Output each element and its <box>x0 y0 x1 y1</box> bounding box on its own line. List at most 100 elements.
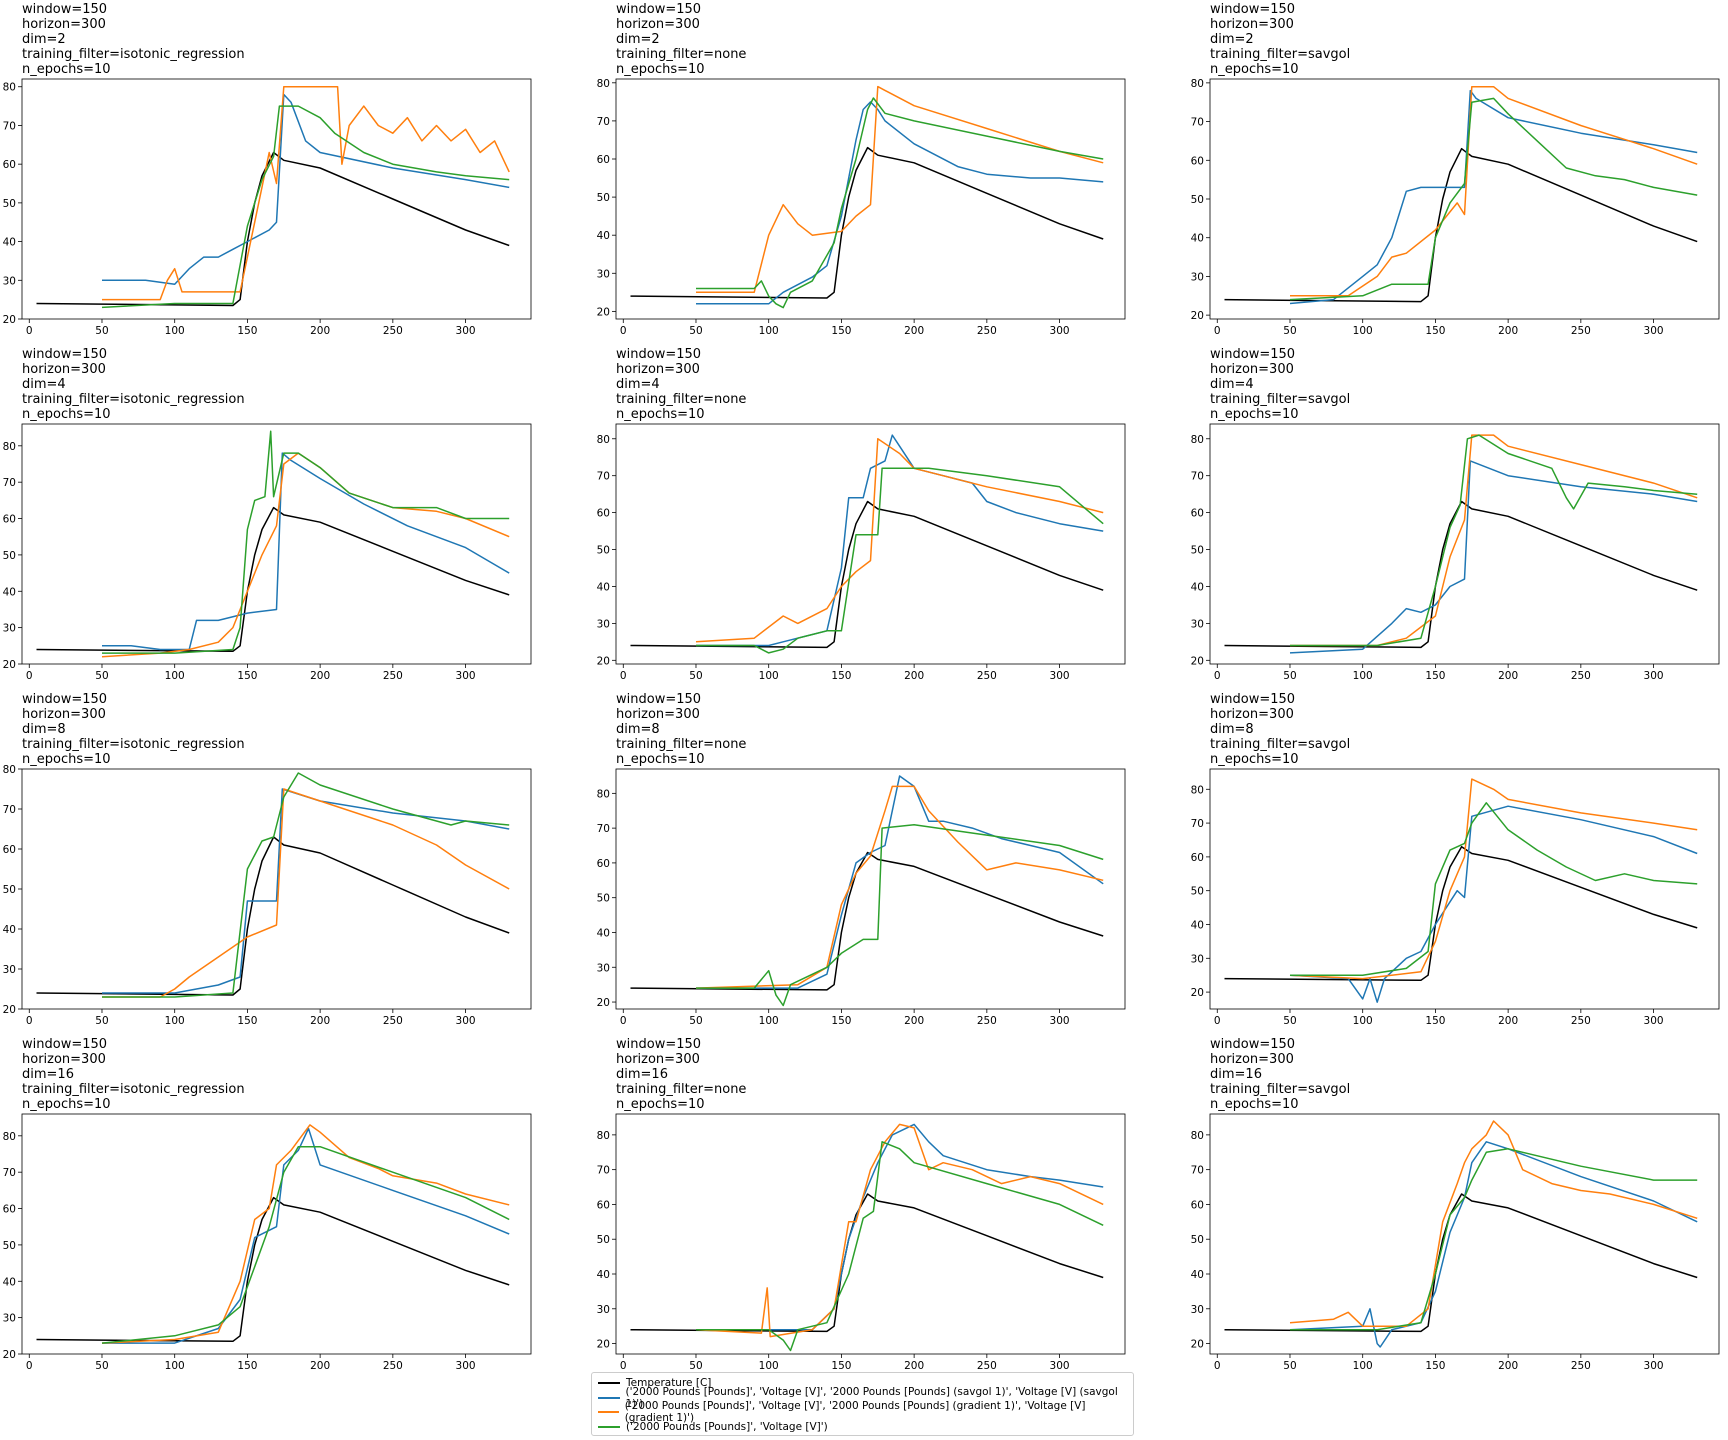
axes-frame <box>615 1113 1126 1355</box>
x-tick-label: 150 <box>831 1360 851 1372</box>
panel-title-line: n_epochs=10 <box>22 1097 111 1112</box>
series-line <box>1289 1120 1698 1327</box>
y-tick-label: 40 <box>597 230 610 242</box>
axes-frame <box>615 768 1126 1010</box>
panel-title-line: horizon=300 <box>22 362 106 377</box>
y-tick-label: 30 <box>597 1304 610 1316</box>
y-tick-label: 80 <box>1191 1130 1204 1142</box>
y-tick-label: 50 <box>597 1234 610 1246</box>
x-tick-label: 50 <box>689 1015 702 1027</box>
panel-title-line: window=150 <box>616 347 702 362</box>
axes-frame <box>1209 78 1720 320</box>
y-tick-label: 40 <box>3 237 16 249</box>
subplot: 0 50 100 150 200 250 300 20 30 40 50 60 70 80 <box>3 1113 532 1372</box>
legend-entry: ('2000 Pounds [Pounds]', 'Voltage [V]', … <box>598 1386 1127 1410</box>
x-tick-label: 150 <box>1425 670 1445 682</box>
y-tick-label: 50 <box>3 550 16 562</box>
panel-title-line: n_epochs=10 <box>1210 752 1299 767</box>
series-line <box>101 105 510 309</box>
panel-title-line: window=150 <box>1210 692 1296 707</box>
axes-frame <box>21 78 532 320</box>
x-tick-label: 50 <box>95 325 108 337</box>
panel-title-line: horizon=300 <box>616 17 700 32</box>
x-tick-label: 200 <box>1498 1360 1518 1372</box>
x-tick-label: 200 <box>904 1360 924 1372</box>
x-tick-label: 150 <box>237 1360 257 1372</box>
subplot: 0 50 100 150 200 250 300 20 30 40 50 60 70 80 <box>1191 1113 1720 1372</box>
y-tick-label: 70 <box>1191 818 1204 830</box>
y-tick-label: 40 <box>1191 581 1204 593</box>
panel-title-line: n_epochs=10 <box>1210 62 1299 77</box>
y-tick-label: 30 <box>1191 618 1204 630</box>
x-tick-label: 100 <box>165 325 185 337</box>
x-tick-label: 50 <box>95 670 108 682</box>
y-tick-label: 20 <box>3 659 16 671</box>
y-tick-label: 60 <box>597 858 610 870</box>
x-tick-label: 200 <box>1498 325 1518 337</box>
panel-title-line: dim=2 <box>22 32 66 47</box>
x-tick-label: 200 <box>310 1015 330 1027</box>
series-line <box>1290 802 1698 976</box>
x-tick-label: 50 <box>1283 325 1296 337</box>
panel-title-line: window=150 <box>616 1037 702 1052</box>
x-tick-label: 250 <box>1571 325 1591 337</box>
subplot: 0 50 100 150 200 250 300 20 30 40 50 60 70 80 <box>597 423 1126 682</box>
axes-frame <box>615 423 1126 665</box>
subplot: 0 50 100 150 200 250 300 20 30 40 50 60 70 80 <box>3 764 532 1027</box>
y-tick-label: 80 <box>597 78 610 90</box>
x-tick-label: 250 <box>383 1360 403 1372</box>
y-tick-label: 30 <box>3 623 16 635</box>
series-line <box>1224 147 1698 303</box>
x-tick-label: 0 <box>26 670 33 682</box>
x-tick-label: 250 <box>1571 1360 1591 1372</box>
series-line <box>696 85 1104 294</box>
y-tick-label: 70 <box>597 116 610 128</box>
series-line <box>1290 85 1698 297</box>
y-tick-label: 50 <box>597 192 610 204</box>
y-tick-label: 60 <box>3 844 16 856</box>
x-tick-label: 300 <box>1050 1360 1070 1372</box>
legend-swatch-temperature <box>598 1382 620 1385</box>
y-tick-label: 50 <box>597 545 610 557</box>
x-tick-label: 0 <box>26 325 33 337</box>
x-tick-label: 0 <box>620 1360 627 1372</box>
series-line <box>695 438 1104 643</box>
y-tick-label: 50 <box>1191 886 1204 898</box>
panel-title-line: window=150 <box>1210 2 1296 17</box>
y-tick-label: 60 <box>1191 508 1204 520</box>
panel-title: window=150 horizon=300 dim=4 training_filte… <box>616 347 746 422</box>
x-tick-label: 0 <box>1214 670 1221 682</box>
panel-title-line: horizon=300 <box>1210 707 1294 722</box>
x-tick-label: 100 <box>759 1015 779 1027</box>
y-tick-label: 70 <box>1191 117 1204 129</box>
subplot: 0 50 100 150 200 250 300 20 30 40 50 60 70 80 <box>597 1113 1126 1372</box>
x-tick-label: 0 <box>620 325 627 337</box>
panel-title-line: window=150 <box>22 1037 108 1052</box>
x-tick-label: 250 <box>383 325 403 337</box>
x-tick-label: 150 <box>831 1015 851 1027</box>
x-tick-label: 100 <box>759 1360 779 1372</box>
x-tick-label: 50 <box>95 1360 108 1372</box>
y-tick-label: 70 <box>597 823 610 835</box>
panel-title-line: horizon=300 <box>1210 1052 1294 1067</box>
panel-title-line: n_epochs=10 <box>616 62 705 77</box>
x-tick-label: 250 <box>977 670 997 682</box>
y-tick-label: 60 <box>597 508 610 520</box>
panel-title: window=150 horizon=300 dim=8 training_filte… <box>616 692 746 767</box>
panel-title-line: window=150 <box>616 692 702 707</box>
x-tick-label: 250 <box>977 325 997 337</box>
y-tick-label: 40 <box>1191 1269 1204 1281</box>
y-tick-label: 20 <box>1191 655 1204 667</box>
y-tick-label: 50 <box>1191 194 1204 206</box>
panel-title-line: training_filter=isotonic_regression <box>22 737 245 752</box>
subplot: 0 50 100 150 200 250 300 20 30 40 50 60 70 80 <box>3 78 532 337</box>
x-tick-label: 300 <box>456 1015 476 1027</box>
subplot: 0 50 100 150 200 250 300 20 30 40 50 60 70 80 <box>3 423 532 682</box>
y-tick-label: 50 <box>3 198 16 210</box>
y-tick-label: 50 <box>1191 545 1204 557</box>
series-line <box>695 785 1104 989</box>
panel-title-line: n_epochs=10 <box>22 62 111 77</box>
legend-swatch-gradient <box>598 1411 619 1414</box>
y-tick-label: 80 <box>3 1131 16 1143</box>
x-tick-label: 100 <box>1353 1015 1373 1027</box>
